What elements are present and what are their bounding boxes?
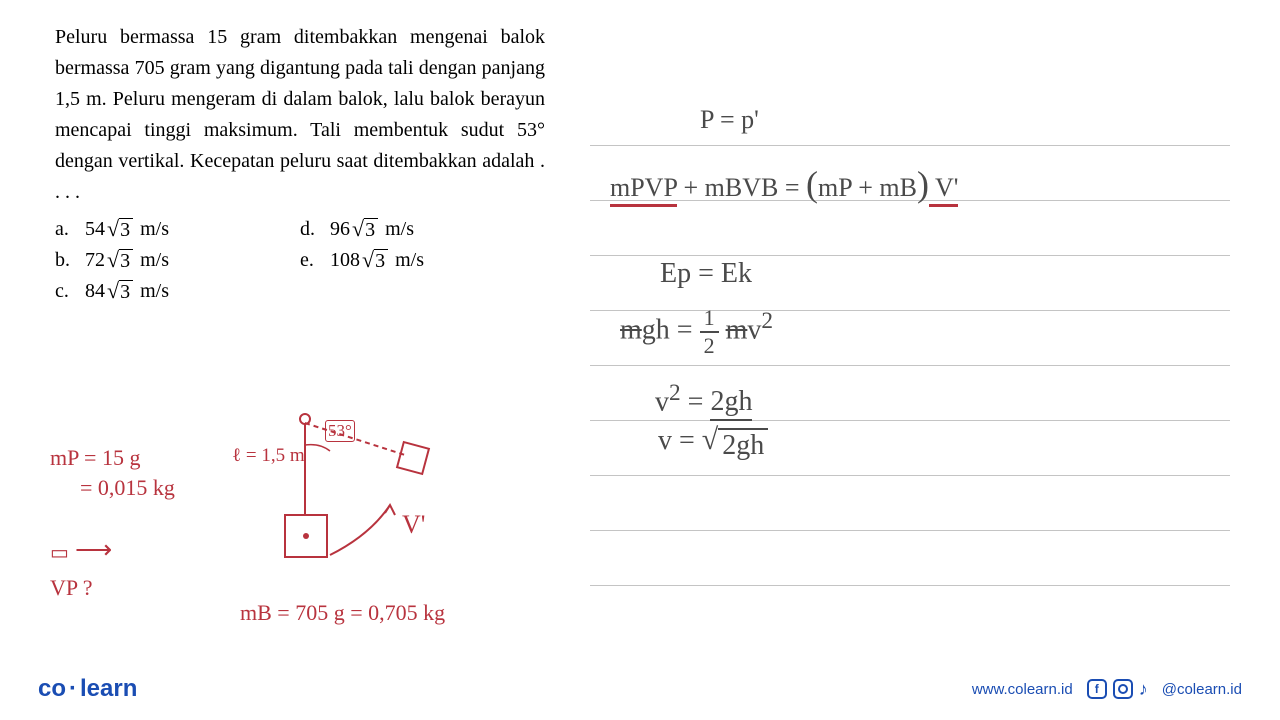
eq-momentum: P = p' — [700, 105, 759, 135]
handwriting-left-panel: mP = 15 g = 0,015 kg ▭ ⟶ VP ? ℓ = 1,5 m … — [50, 425, 570, 675]
ruled-line — [590, 530, 1230, 531]
bullet-icon: ▭ — [50, 540, 69, 565]
question-text: Peluru bermassa 15 gram ditembakkan meng… — [55, 22, 545, 208]
mb-line: mB = 705 g = 0,705 kg — [240, 600, 445, 626]
eq-v2: v2 = 2gh — [655, 380, 752, 418]
vp-label: VP ? — [50, 575, 93, 601]
question-block: Peluru bermassa 15 gram ditembakkan meng… — [55, 22, 545, 303]
sqrt-icon: √3 — [352, 218, 378, 241]
arrow-icon: ⟶ — [75, 535, 112, 565]
ruled-line — [590, 475, 1230, 476]
length-label: ℓ = 1,5 m — [232, 445, 305, 467]
option-a: a. 54 √3 m/s — [55, 218, 300, 241]
eq-v: v = √2gh — [658, 425, 768, 462]
footer-right: www.colearn.id f ♪ @colearn.id — [972, 679, 1242, 700]
sqrt-icon: √3 — [107, 280, 133, 303]
pendulum-diagram — [230, 405, 530, 625]
footer: co·learn www.colearn.id f ♪ @colearn.id — [0, 674, 1280, 704]
sqrt-icon: √3 — [107, 249, 133, 272]
ruled-line — [590, 585, 1230, 586]
handwriting-right-panel: P = p' mPVP + mBVB = (mP + mB) V' Ep = E… — [590, 85, 1230, 585]
eq-mgh: mgh = 12 mv2 — [620, 305, 773, 359]
eq-momentum-expand: mPVP + mBVB = (mP + mB) V' — [610, 163, 958, 205]
v-prime-label: V' — [402, 510, 425, 540]
tiktok-icon: ♪ — [1139, 679, 1148, 700]
option-label: a. — [55, 218, 85, 241]
footer-url: www.colearn.id — [972, 681, 1073, 698]
option-label: b. — [55, 249, 85, 272]
instagram-icon — [1113, 679, 1133, 699]
option-label: e. — [300, 249, 330, 272]
mp-line2: = 0,015 kg — [80, 475, 175, 501]
angle-label: 53° — [325, 420, 355, 442]
ruled-line — [590, 255, 1230, 256]
ruled-line — [590, 365, 1230, 366]
options-grid: a. 54 √3 m/s d. 96 √3 m/s b. 72 √3 m/s e… — [55, 218, 545, 303]
option-label: d. — [300, 218, 330, 241]
facebook-icon: f — [1087, 679, 1107, 699]
option-b: b. 72 √3 m/s — [55, 249, 300, 272]
mp-line1: mP = 15 g — [50, 445, 140, 471]
social-icons: f ♪ — [1087, 679, 1148, 700]
brand-logo: co·learn — [38, 675, 137, 703]
ruled-line — [590, 145, 1230, 146]
option-c: c. 84 √3 m/s — [55, 280, 300, 303]
sqrt-icon: √3 — [362, 249, 388, 272]
option-d: d. 96 √3 m/s — [300, 218, 545, 241]
option-label: c. — [55, 280, 85, 303]
option-e: e. 108 √3 m/s — [300, 249, 545, 272]
eq-energy: Ep = Ek — [660, 258, 752, 290]
footer-handle: @colearn.id — [1162, 681, 1242, 698]
ruled-line — [590, 420, 1230, 421]
sqrt-icon: √3 — [107, 218, 133, 241]
